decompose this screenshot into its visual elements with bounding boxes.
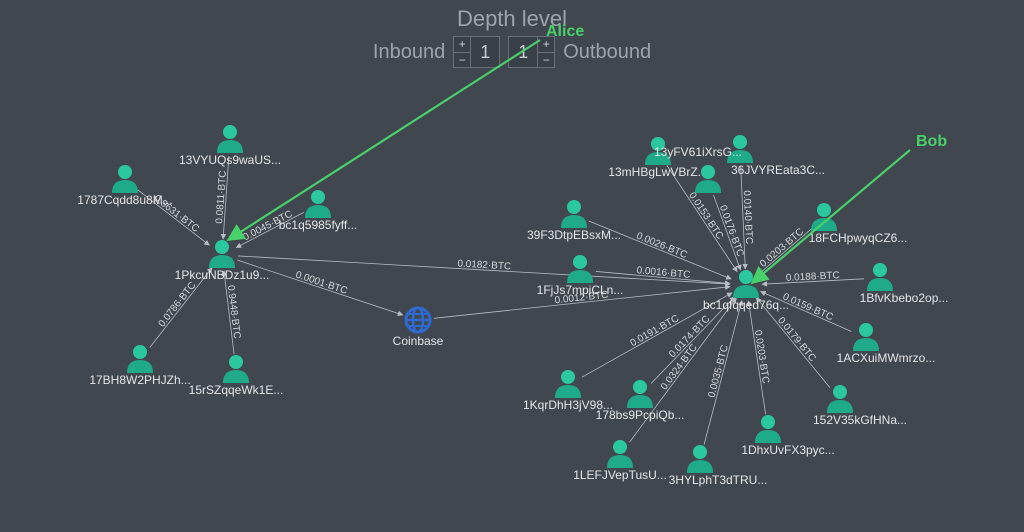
person-node[interactable]: 1ACXuiMWmrzo...	[837, 323, 936, 365]
node-label: 1DhxUvFX3pyc...	[741, 443, 834, 457]
person-node[interactable]: bc1qfqqed76q...	[703, 270, 789, 312]
person-node[interactable]: 1KqrDhH3jV98...	[523, 370, 613, 412]
node-label: 36JVYREata3C...	[731, 163, 825, 177]
node-label: bc1q5985fyff...	[279, 218, 358, 232]
node-label: 1KqrDhH3jV98...	[523, 398, 613, 412]
person-node[interactable]: 1FjJs7mpiCLn...	[537, 255, 624, 297]
person-node[interactable]: 1PkcuNBDz1u9...	[175, 240, 270, 282]
edge-label: 0.0179·BTC	[775, 315, 818, 364]
edge-label: 0.0191·BTC	[629, 313, 681, 349]
edge-label: 0.0182·BTC	[457, 258, 511, 272]
node-label: 17BH8W2PHJZh...	[89, 373, 190, 387]
node-label: 152V35kGfHNa...	[813, 413, 907, 427]
node-label: 1BfvKbebo2op...	[860, 291, 949, 305]
node-label: 13mHBgLwVBrZ...	[608, 165, 707, 179]
node-label: Coinbase	[393, 334, 444, 348]
node-label: 18FCHpwyqCZ6...	[809, 231, 908, 245]
person-node[interactable]: 152V35kGfHNa...	[813, 385, 907, 427]
edge-label: 0.0035·BTC	[706, 344, 730, 399]
edge-label: 0.0016·BTC	[636, 265, 691, 281]
edge-label: 0.0188·BTC	[786, 270, 840, 284]
edge-label: 0.0001·BTC	[294, 270, 349, 297]
node-label: 1FjJs7mpiCLn...	[537, 283, 624, 297]
edge-label: 0.0026·BTC	[635, 231, 689, 262]
node-label: 1787Cqdd8u8M...	[77, 193, 172, 207]
person-node[interactable]: bc1q5985fyff...	[279, 190, 358, 232]
callout-arrow	[228, 40, 540, 240]
node-label: 1ACXuiMWmrzo...	[837, 351, 936, 365]
edge-label: 0.9448·BTC	[225, 285, 242, 340]
edge-label: 0.0153·BTC	[686, 190, 725, 241]
person-node[interactable]: 13VYUQs9waUS...	[179, 125, 281, 167]
person-node[interactable]: 15rSZqqeWk1E...	[189, 355, 284, 397]
node-label: 15rSZqqeWk1E...	[189, 383, 284, 397]
callout-label: Bob	[916, 133, 947, 150]
node-label: 39F3DtpEBsxM...	[527, 228, 621, 242]
person-node[interactable]: 17BH8W2PHJZh...	[89, 345, 190, 387]
edge-label: 0.0811·BTC	[214, 170, 229, 224]
transaction-graph[interactable]: 0.0182·BTC0.0001·BTC0.0012·BTC0.9631·BTC…	[0, 0, 1024, 532]
edge-label: 0.0140·BTC	[741, 190, 754, 244]
person-node[interactable]: 1LEFJVepTusU...	[573, 440, 667, 482]
edge-label: 0.0203·BTC	[758, 226, 806, 269]
node-label: 1LEFJVepTusU...	[573, 468, 667, 482]
person-node[interactable]: 1BfvKbebo2op...	[860, 263, 949, 305]
node-label: 3HYLphT3dTRU...	[669, 473, 768, 487]
callout-label: Alice	[546, 23, 584, 40]
node-label: 1PkcuNBDz1u9...	[175, 268, 270, 282]
person-node[interactable]: 1787Cqdd8u8M...	[77, 165, 172, 207]
node-label: 13VYUQs9waUS...	[179, 153, 281, 167]
edge-label: 0.0786·BTC	[157, 280, 199, 329]
edge-label: 0.0203·BTC	[752, 329, 771, 384]
node-label: bc1qfqqed76q...	[703, 298, 789, 312]
node-label: 13yFV61iXrsG...	[654, 145, 742, 159]
person-node[interactable]: 39F3DtpEBsxM...	[527, 200, 621, 242]
